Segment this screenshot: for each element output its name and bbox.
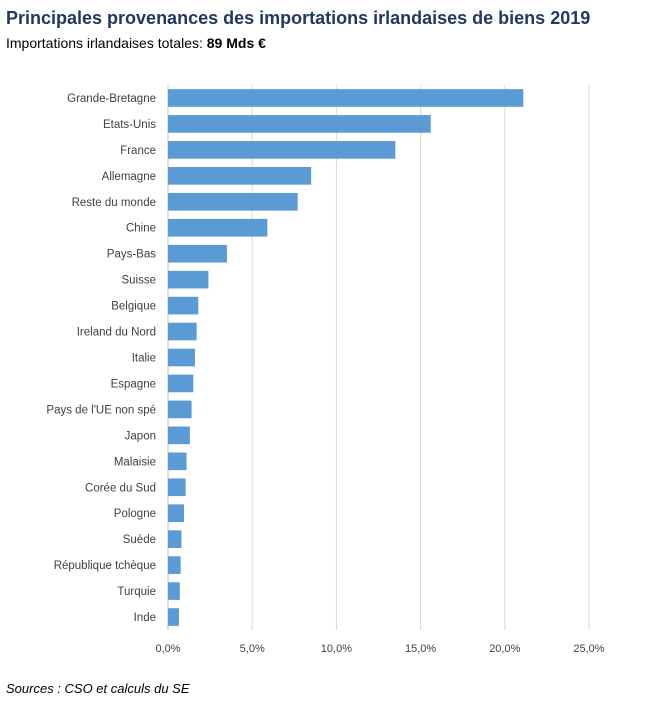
category-label: Corée du Sud <box>85 482 156 494</box>
x-tick-labels: 0,0% 5,0% 10,0% 15,0% 20,0% 25,0% <box>155 643 604 655</box>
bar <box>168 452 187 471</box>
category-label: Suède <box>123 534 156 546</box>
chart-subtitle: Importations irlandaises totales: 89 Mds… <box>6 35 266 51</box>
bar <box>168 218 268 237</box>
category-label: Suisse <box>121 275 156 287</box>
bar <box>168 478 186 497</box>
bar <box>168 530 182 548</box>
x-tick-label: 20,0% <box>489 643 520 655</box>
category-label: Reste du monde <box>72 197 156 209</box>
category-label: Pays de l'UE non spé <box>46 404 156 416</box>
bar <box>168 504 184 523</box>
bars <box>168 89 524 626</box>
category-label: Ireland du Nord <box>77 327 156 339</box>
category-label: Japon <box>125 430 156 442</box>
source-note: Sources : CSO et calculs du SE <box>6 681 190 696</box>
bar <box>168 426 190 445</box>
bar <box>168 556 181 574</box>
subtitle-value: 89 Mds € <box>206 35 266 51</box>
x-tick-label: 10,0% <box>321 643 352 655</box>
x-tick-label: 15,0% <box>405 643 436 655</box>
bar <box>168 192 298 211</box>
category-label: Allemagne <box>102 171 156 183</box>
category-label: Inde <box>134 612 156 624</box>
bar-chart: Grande-Bretagne Etats-Unis France Allemagne… <box>46 85 605 655</box>
category-label: Espagne <box>111 378 156 390</box>
bar <box>168 608 179 626</box>
bar <box>168 400 192 419</box>
bar <box>168 244 227 263</box>
bar <box>168 296 199 315</box>
category-label: Turquie <box>117 586 156 598</box>
category-label: Etats-Unis <box>103 119 156 131</box>
bar <box>168 115 431 133</box>
bar <box>168 167 312 185</box>
x-tick-label: 0,0% <box>155 643 180 655</box>
category-label: Pologne <box>114 508 156 520</box>
chart-title: Principales provenances des importations… <box>6 8 591 28</box>
category-label: Belgique <box>111 301 156 313</box>
subtitle-prefix: Importations irlandaises totales: <box>6 35 207 51</box>
category-label: Grande-Bretagne <box>67 93 156 105</box>
bar <box>168 348 195 367</box>
grid-lines <box>167 85 590 630</box>
category-label: France <box>120 145 156 157</box>
bar <box>168 89 524 107</box>
bar <box>168 374 194 393</box>
category-label: Chine <box>126 223 156 235</box>
x-tick-label: 25,0% <box>573 643 604 655</box>
category-label: Pays-Bas <box>107 249 156 261</box>
bar <box>168 270 209 289</box>
bar <box>168 322 197 341</box>
category-label: République tchèque <box>54 560 156 572</box>
category-label: Malaisie <box>114 456 156 468</box>
bar <box>168 582 180 600</box>
category-labels: Grande-Bretagne Etats-Unis France Allemagne… <box>46 93 156 624</box>
category-label: Italie <box>132 353 156 365</box>
bar <box>168 141 396 159</box>
x-tick-label: 5,0% <box>240 643 265 655</box>
